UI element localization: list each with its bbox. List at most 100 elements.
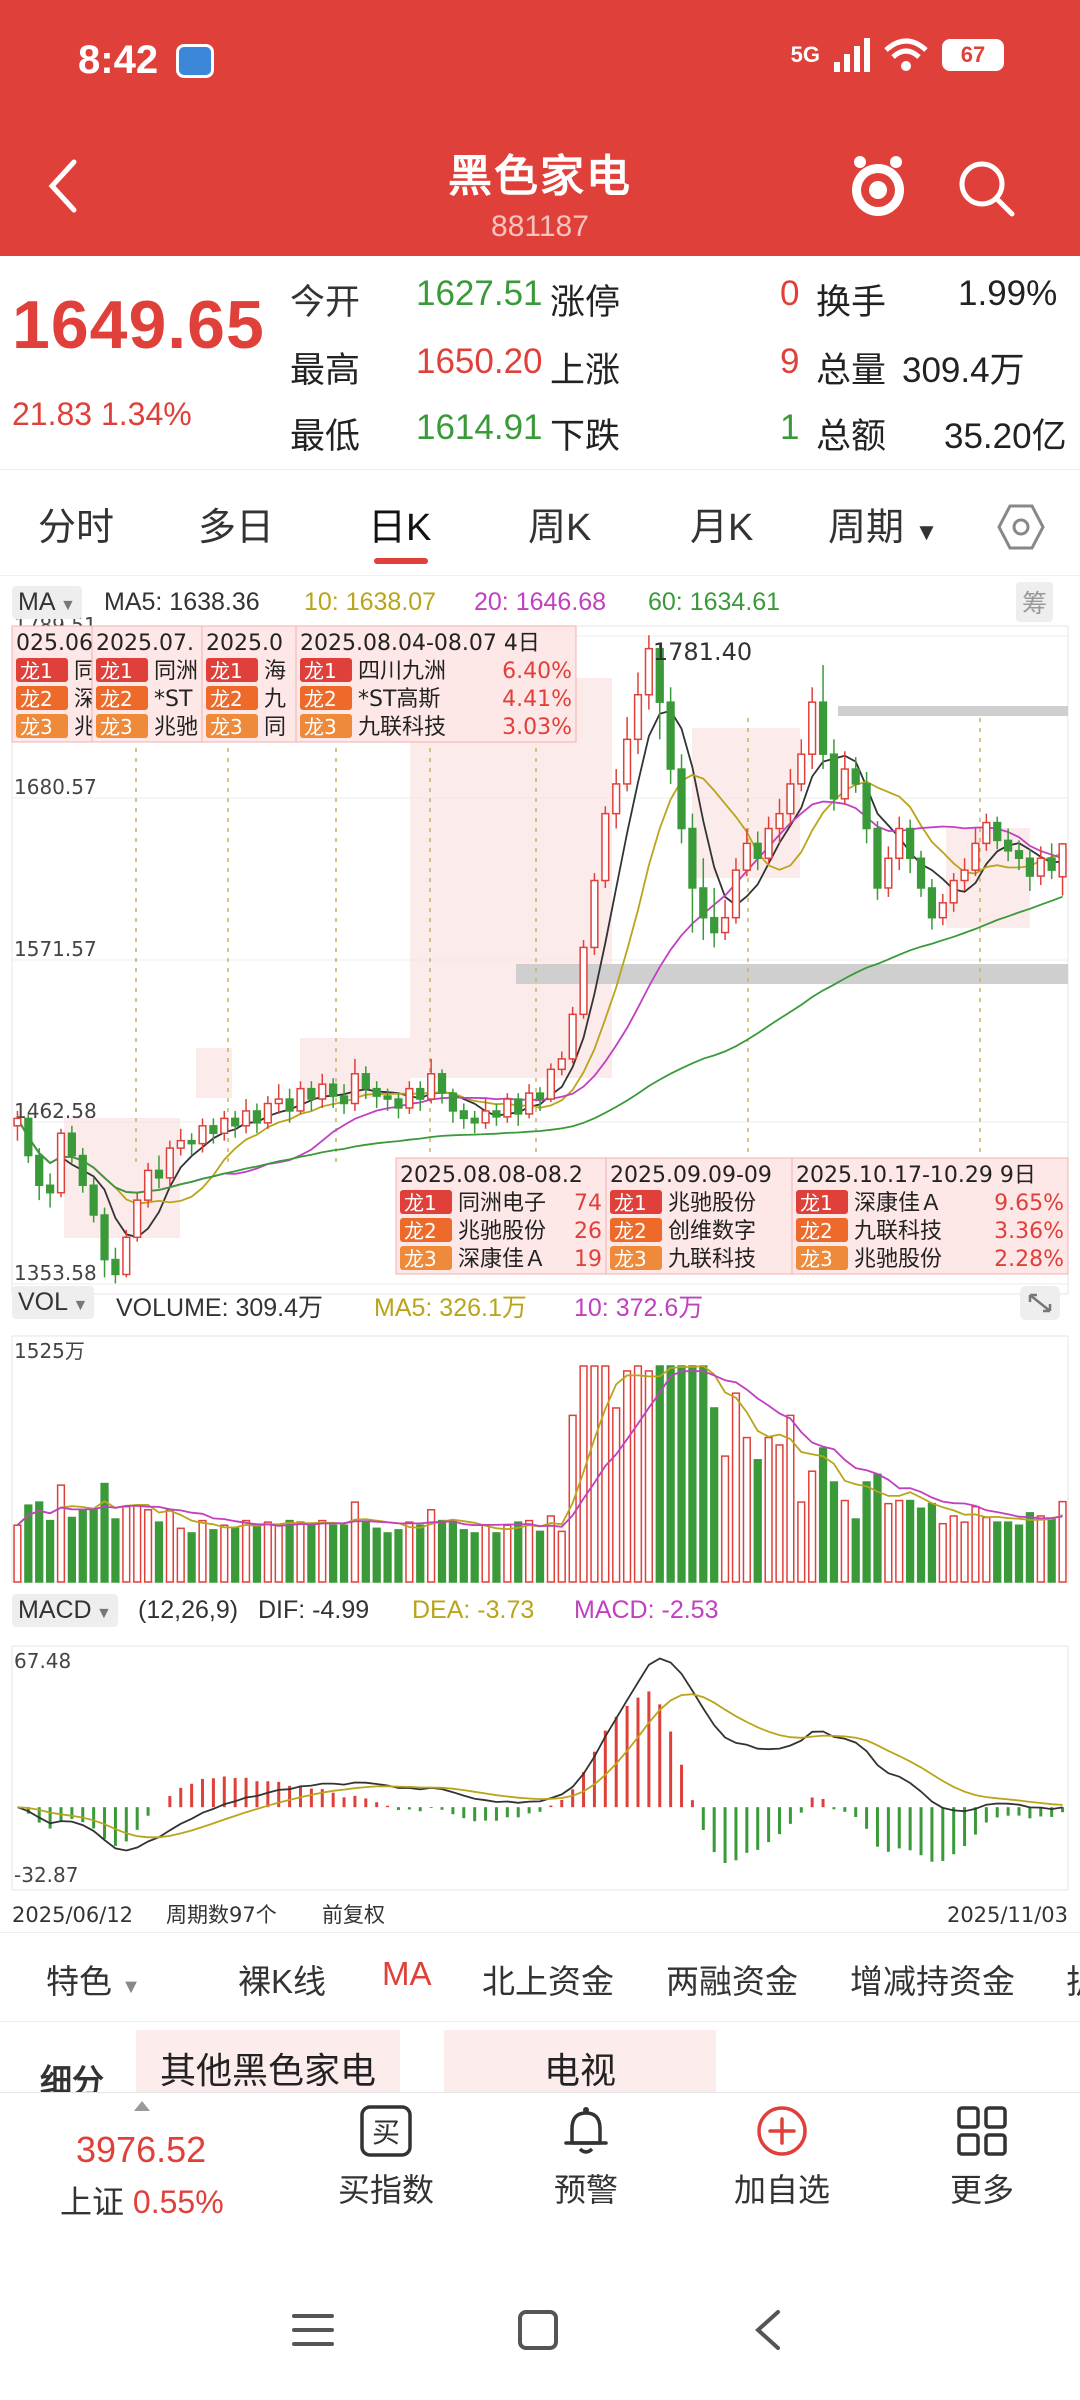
candle-body <box>405 1087 414 1109</box>
func-special[interactable]: 特色 ▼ <box>46 1955 141 2003</box>
macd-dif-line <box>17 1657 1063 1852</box>
notification-app-icon <box>176 44 214 78</box>
func-margin[interactable]: 两融资金 <box>666 1963 798 2000</box>
index-info[interactable]: 上证 0.55% <box>60 2177 224 2223</box>
candle-body <box>176 1139 185 1149</box>
dragon-tag-bg <box>206 686 258 710</box>
amount-label: 总额 <box>816 417 887 456</box>
volume-bar <box>503 1524 512 1583</box>
candle-body <box>318 1083 327 1100</box>
candle-body <box>35 1154 44 1187</box>
price-axis-label: 1680.57 <box>14 775 97 799</box>
candle <box>742 828 751 877</box>
nav-alert[interactable]: 预警 <box>516 2103 656 2211</box>
mascot-icon[interactable] <box>846 152 910 222</box>
volume-bar <box>427 1509 436 1583</box>
dragon-stock-pct: 19 <box>574 1247 602 1272</box>
index-value[interactable]: 3976.52 <box>76 2129 207 2170</box>
func-naked-k[interactable]: 裸K线 <box>238 1963 327 2000</box>
volume-bar <box>45 1519 55 1583</box>
tab-multiday[interactable]: 多日 <box>198 507 275 549</box>
dragon-tag: 龙1 <box>304 659 337 683</box>
menu-icon[interactable] <box>290 2310 336 2350</box>
candle <box>982 813 991 851</box>
candle-body <box>851 768 860 785</box>
candle <box>361 1066 370 1100</box>
candle <box>524 1084 534 1119</box>
dragon-tag: 龙1 <box>800 1191 833 1215</box>
candle <box>67 1125 77 1163</box>
expand-icon[interactable] <box>1020 1286 1060 1320</box>
dragon-tag-bg <box>610 1190 662 1214</box>
tab-intraday[interactable]: 分时 <box>38 507 115 549</box>
func-northbound[interactable]: 北上资金 <box>482 1963 614 2000</box>
dragon-tag-bg <box>96 714 148 738</box>
candle-body <box>45 1184 55 1194</box>
subsector-chip[interactable]: 其他黑色家电 <box>136 2030 400 2092</box>
tab-monthly-k[interactable]: 月K <box>690 507 754 549</box>
dragon-box-header: 2025.08.04-08.07 4日 <box>300 631 540 656</box>
volume-bar <box>524 1519 534 1583</box>
nav-more[interactable]: 更多 <box>912 2103 1052 2211</box>
volume-bar <box>949 1515 958 1583</box>
candle <box>1014 840 1024 871</box>
candle-body <box>993 821 1002 842</box>
back-icon[interactable] <box>40 156 88 216</box>
candle-body <box>67 1132 77 1157</box>
candle-body <box>764 827 773 859</box>
search-icon[interactable] <box>954 156 1018 220</box>
func-ma[interactable]: MA <box>382 1955 432 1992</box>
candle <box>198 1118 207 1153</box>
nav-buy-index[interactable]: 买 买指数 <box>316 2103 456 2211</box>
vol-selector-label: VOL <box>18 1288 69 1316</box>
kline-chart[interactable]: 1789.511680.571571.571462.581353.581781.… <box>0 578 1080 1928</box>
volume-bar <box>285 1519 294 1583</box>
dragon-stock-pct: 74 <box>574 1191 602 1216</box>
wifi-icon <box>884 38 928 71</box>
nav-add-watchlist[interactable]: 加自选 <box>712 2103 852 2211</box>
add-icon <box>757 2106 807 2156</box>
volume-bar <box>655 1365 664 1583</box>
macd-selector[interactable]: MACD ▼ <box>12 1594 118 1627</box>
home-icon[interactable] <box>516 2308 560 2352</box>
dragon-tag: 龙2 <box>614 1219 647 1243</box>
system-back-icon[interactable] <box>748 2308 788 2352</box>
vol-ma10-label: 10: 372.6万 <box>574 1294 704 1322</box>
volume-bar <box>916 1507 926 1583</box>
tab-weekly-k[interactable]: 周K <box>528 507 592 549</box>
tab-daily-k[interactable]: 日K <box>368 507 432 549</box>
candle <box>122 1229 131 1278</box>
candle-body <box>524 1092 534 1115</box>
candle <box>590 873 599 955</box>
limit-up-value: 0 <box>780 274 800 313</box>
candle <box>666 687 675 784</box>
candle-body <box>971 842 980 871</box>
candle <box>1025 849 1035 891</box>
func-holdings-change[interactable]: 增减持资金 <box>850 1963 1015 2000</box>
chevron-down-icon: ▼ <box>91 1605 112 1622</box>
subsector-chip[interactable]: 电视 <box>444 2030 716 2092</box>
vol-selector[interactable]: VOL ▼ <box>12 1286 95 1319</box>
volume-bar <box>329 1524 338 1583</box>
settings-hexagon-icon[interactable] <box>996 502 1046 552</box>
volume-bar <box>535 1530 545 1583</box>
volume-bar <box>884 1502 893 1583</box>
dragon-tag-bg <box>610 1218 662 1242</box>
volume-bar <box>612 1407 621 1583</box>
candle <box>503 1093 512 1123</box>
ma-selector[interactable]: MA ▼ <box>12 586 82 619</box>
candle-body <box>263 1102 272 1124</box>
change-value: 21.83 <box>12 396 93 432</box>
volume-bar <box>231 1527 240 1583</box>
kline-chart-area[interactable]: 1789.51 1680.57 1571.57 1462.58 1353.58 1781.… <box>0 578 1080 1928</box>
period-tabs: 分时 多日 日K 周K 月K 周期 ▼ <box>0 476 1080 576</box>
candle <box>350 1058 360 1111</box>
func-more[interactable]: 护 <box>1066 1955 1080 2003</box>
chip-distribution-button[interactable]: 筹 <box>1016 582 1054 622</box>
candle <box>427 1058 436 1104</box>
candle <box>383 1088 392 1111</box>
tab-period[interactable]: 周期 ▼ <box>828 496 938 551</box>
candle-body <box>514 1098 523 1115</box>
volume-bar <box>753 1459 762 1583</box>
